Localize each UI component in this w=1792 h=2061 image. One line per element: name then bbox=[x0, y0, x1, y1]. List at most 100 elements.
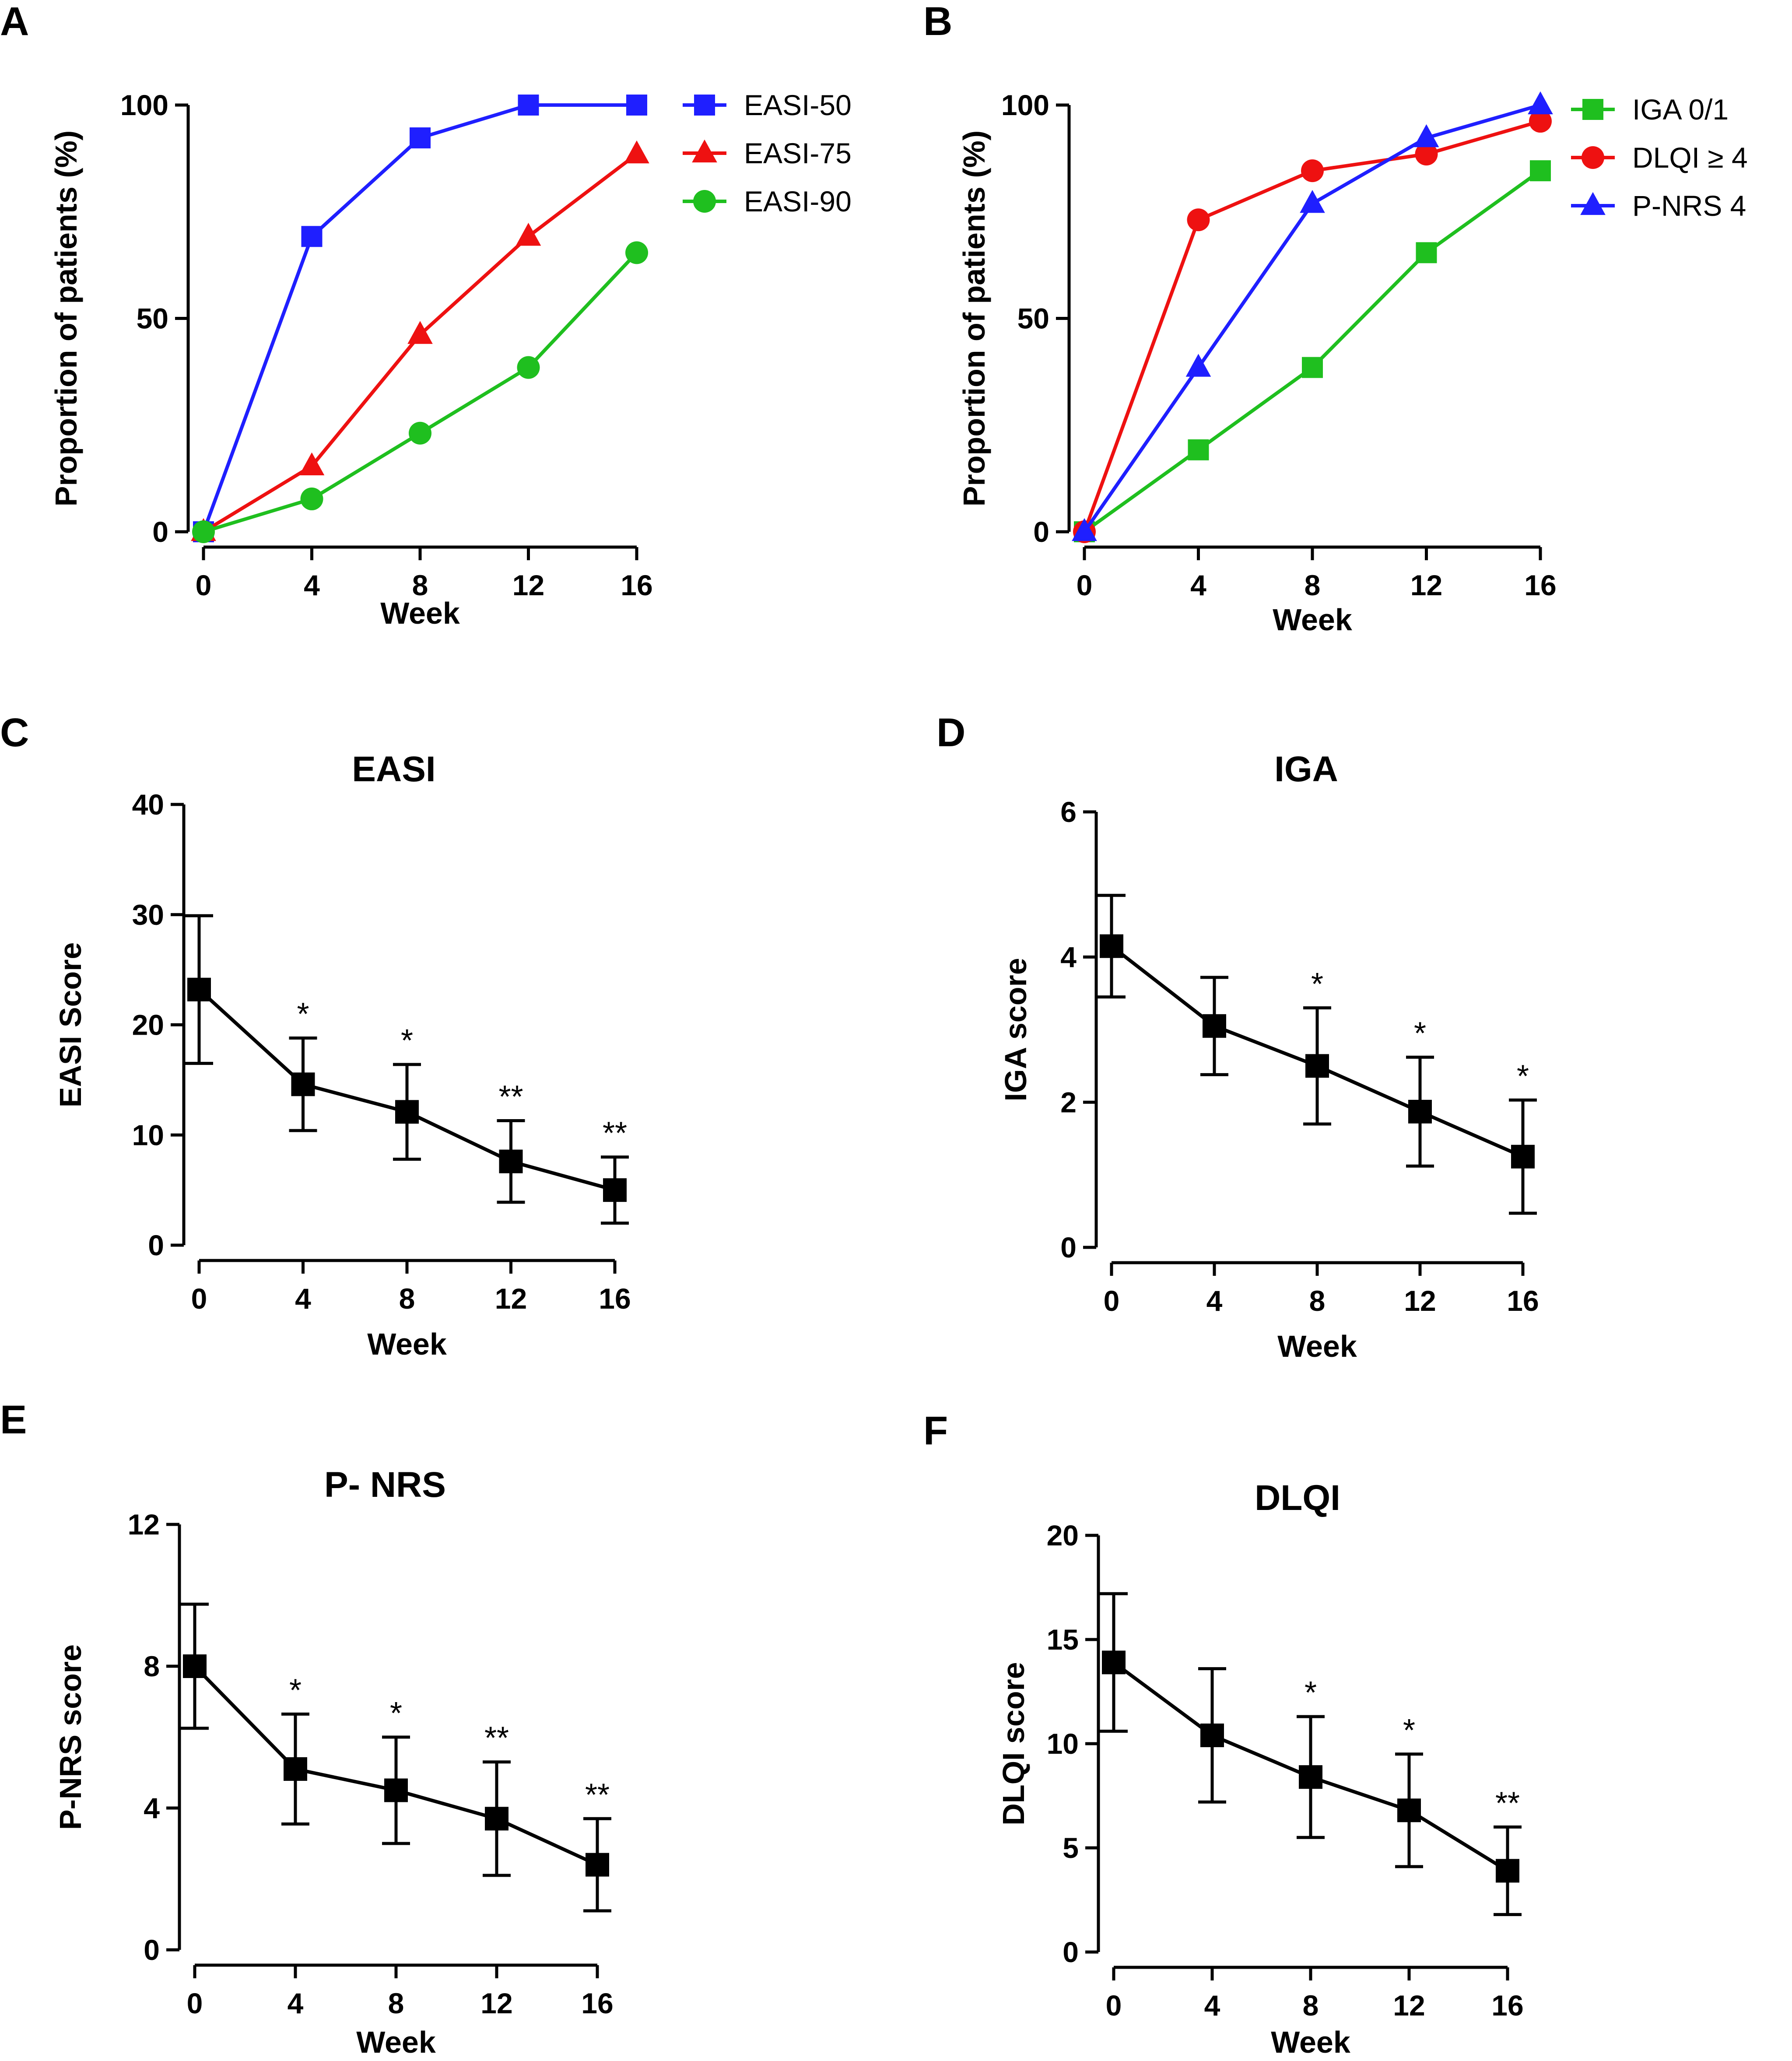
x-tick-label: 8 bbox=[1305, 569, 1321, 601]
series-p-nrs-4 bbox=[1072, 91, 1553, 541]
chart-title: IGA bbox=[1274, 749, 1338, 789]
legend-item: EASI-90 bbox=[683, 185, 852, 218]
data-point bbox=[410, 127, 431, 149]
series-easi-90 bbox=[192, 241, 648, 543]
x-axis-label: Week bbox=[1277, 1329, 1357, 1363]
x-tick-label: 0 bbox=[196, 569, 212, 601]
data-point bbox=[586, 1853, 609, 1877]
significance-label: * bbox=[390, 1696, 402, 1731]
data-point bbox=[1072, 518, 1097, 541]
data-point bbox=[301, 226, 323, 247]
panel-letter: E bbox=[0, 1397, 27, 1442]
legend-item: DLQI ≥ 4 bbox=[1571, 141, 1748, 174]
y-tick-label: 4 bbox=[144, 1792, 160, 1824]
y-tick-label: 30 bbox=[132, 899, 164, 931]
y-tick-label: 4 bbox=[1060, 941, 1077, 973]
data-point bbox=[1511, 1145, 1535, 1169]
y-tick-label: 10 bbox=[1047, 1727, 1079, 1760]
y-tick-label: 100 bbox=[120, 89, 168, 121]
panel-letter: D bbox=[936, 710, 965, 755]
x-tick-label: 12 bbox=[1410, 569, 1442, 601]
data-point bbox=[1408, 1099, 1432, 1124]
chart-title: P- NRS bbox=[324, 1465, 446, 1505]
legend-marker bbox=[692, 139, 717, 163]
legend-marker bbox=[1582, 99, 1603, 120]
y-axis-label: EASI Score bbox=[53, 942, 88, 1107]
legend-marker bbox=[1582, 146, 1604, 169]
y-tick-label: 40 bbox=[132, 788, 164, 821]
legend-item: EASI-50 bbox=[683, 89, 852, 121]
data-point bbox=[1529, 110, 1552, 133]
significance-label: * bbox=[1414, 1016, 1426, 1051]
y-tick-label: 20 bbox=[1047, 1519, 1079, 1552]
data-point bbox=[1496, 1859, 1519, 1883]
legend-label: EASI-90 bbox=[744, 185, 852, 218]
y-axis-label: Proportion of patients (%) bbox=[49, 130, 83, 506]
data-point bbox=[1299, 1765, 1322, 1789]
x-tick-label: 0 bbox=[191, 1282, 207, 1315]
data-point bbox=[299, 452, 325, 476]
y-tick-label: 50 bbox=[1017, 302, 1049, 335]
legend-marker bbox=[693, 190, 716, 213]
x-tick-label: 12 bbox=[1404, 1285, 1436, 1317]
data-point bbox=[625, 241, 648, 264]
data-point bbox=[409, 421, 431, 445]
significance-label: ** bbox=[1495, 1786, 1520, 1821]
significance-label: * bbox=[401, 1023, 413, 1058]
series-line bbox=[1083, 169, 1542, 534]
x-tick-label: 4 bbox=[1190, 569, 1206, 601]
x-axis-label: Week bbox=[367, 1327, 447, 1361]
y-axis-label: DLQI score bbox=[996, 1662, 1031, 1825]
legend-item: P-NRS 4 bbox=[1571, 190, 1746, 222]
data-point bbox=[192, 520, 215, 543]
chart-panel-b: B 0 50 100 0 4 8 12 16 Week Proportion of patients… bbox=[923, 0, 1748, 637]
chart-panel-d: D IGA 0 2 4 6 0 4 8 12 16 Week IGA score * * * bbox=[936, 710, 1539, 1363]
series-iga: * * * bbox=[1098, 894, 1537, 1215]
data-point bbox=[1301, 159, 1324, 183]
significance-label: * bbox=[1305, 1675, 1317, 1710]
data-point bbox=[291, 1072, 315, 1096]
data-point bbox=[1100, 934, 1123, 958]
x-tick-label: 4 bbox=[1204, 1989, 1220, 2022]
panel-letter: B bbox=[923, 0, 952, 44]
y-tick-label: 6 bbox=[1060, 796, 1077, 828]
chart-panel-a: A 0 50 100 0 4 8 12 16 Week Proportion of patients… bbox=[0, 0, 852, 630]
y-tick-label: 15 bbox=[1047, 1623, 1079, 1656]
x-tick-label: 16 bbox=[1507, 1285, 1539, 1317]
x-tick-label: 12 bbox=[512, 569, 544, 601]
y-tick-label: 2 bbox=[1060, 1086, 1077, 1118]
y-tick-label: 0 bbox=[1063, 1936, 1079, 1968]
y-tick-label: 12 bbox=[128, 1508, 160, 1541]
data-point bbox=[1305, 1054, 1329, 1078]
x-tick-label: 0 bbox=[1104, 1285, 1120, 1317]
significance-label: ** bbox=[585, 1777, 610, 1812]
x-tick-label: 4 bbox=[288, 1987, 304, 2019]
data-point bbox=[1300, 190, 1325, 213]
y-tick-label: 100 bbox=[1001, 89, 1049, 121]
data-point bbox=[624, 140, 649, 164]
x-tick-label: 8 bbox=[399, 1282, 415, 1315]
data-point bbox=[499, 1149, 523, 1173]
x-tick-label: 8 bbox=[1303, 1989, 1319, 2022]
series-easi-50 bbox=[193, 95, 647, 542]
significance-label: ** bbox=[603, 1116, 627, 1151]
panel-letter: C bbox=[0, 710, 29, 755]
data-point bbox=[395, 1100, 419, 1124]
x-axis-label: Week bbox=[380, 596, 460, 630]
x-tick-label: 8 bbox=[388, 1987, 404, 2019]
significance-label: * bbox=[1311, 967, 1323, 1002]
y-tick-label: 5 bbox=[1063, 1832, 1079, 1864]
legend-label: IGA 0/1 bbox=[1632, 93, 1729, 126]
x-tick-label: 16 bbox=[581, 1987, 613, 2019]
y-tick-label: 0 bbox=[152, 516, 168, 548]
significance-label: ** bbox=[484, 1721, 509, 1756]
data-point bbox=[1302, 357, 1323, 378]
y-axis-label: Proportion of patients (%) bbox=[957, 130, 991, 506]
x-tick-label: 4 bbox=[295, 1282, 311, 1315]
legend-marker bbox=[694, 95, 715, 116]
data-point bbox=[1397, 1798, 1421, 1822]
legend-marker bbox=[1580, 192, 1606, 215]
significance-label: * bbox=[289, 1673, 302, 1708]
